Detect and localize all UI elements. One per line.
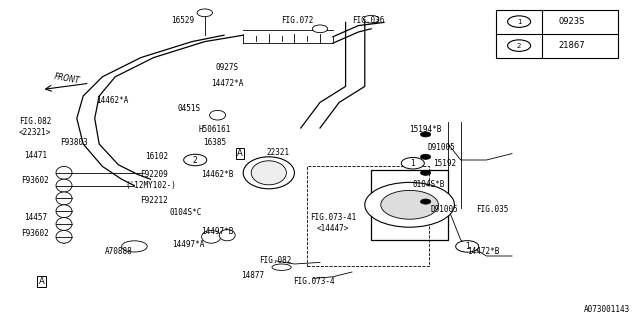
Bar [496,10,618,58]
Text: D91005: D91005 [428,143,456,152]
Text: 0451S: 0451S [177,104,200,113]
Circle shape [365,182,454,227]
Text: 0923S: 0923S [558,17,584,26]
Ellipse shape [202,230,221,243]
Text: F92212: F92212 [140,196,168,204]
Text: 15194*B: 15194*B [410,125,442,134]
Circle shape [508,40,531,52]
Text: F93602: F93602 [21,229,49,238]
Text: 2: 2 [193,156,198,164]
Text: F93602: F93602 [21,176,49,185]
Text: 0927S: 0927S [216,63,239,72]
Text: 14497*B: 14497*B [202,228,234,236]
Text: A70888: A70888 [104,247,132,256]
Text: FIG.036: FIG.036 [352,16,384,25]
Text: 14472*B: 14472*B [467,247,499,256]
Circle shape [364,15,379,23]
Circle shape [401,157,424,169]
Text: 0104S*C: 0104S*C [170,208,202,217]
Text: <22321>: <22321> [19,128,51,137]
Text: 14497*A: 14497*A [173,240,205,249]
Ellipse shape [56,179,72,192]
Text: A: A [39,277,44,286]
Circle shape [456,241,479,252]
Text: FIG.073-4: FIG.073-4 [292,277,335,286]
Text: FRONT: FRONT [54,72,81,85]
Text: F92209: F92209 [140,170,168,179]
Ellipse shape [56,166,72,179]
Ellipse shape [56,218,72,230]
Circle shape [197,9,212,17]
Circle shape [420,170,431,175]
Text: FIG.082: FIG.082 [259,256,291,265]
Ellipse shape [56,205,72,218]
Circle shape [184,154,207,166]
Text: 14457: 14457 [24,213,47,222]
Bar [371,170,448,240]
Ellipse shape [272,264,291,270]
Ellipse shape [219,230,236,241]
Text: 1: 1 [465,242,470,251]
Text: 14462*A: 14462*A [96,96,128,105]
Text: 1: 1 [410,159,415,168]
Ellipse shape [252,161,287,185]
Text: 14471: 14471 [24,151,47,160]
Ellipse shape [56,192,72,205]
Text: FIG.073-41: FIG.073-41 [310,213,356,222]
Ellipse shape [210,110,226,120]
Text: FIG.082: FIG.082 [19,117,51,126]
Text: 22321: 22321 [267,148,290,156]
Ellipse shape [122,241,147,252]
Text: D91005: D91005 [431,205,459,214]
Circle shape [420,199,431,204]
Text: A: A [237,149,243,158]
Text: 16529: 16529 [171,16,194,25]
Text: 14877: 14877 [241,271,264,280]
Text: 21867: 21867 [558,41,585,50]
Circle shape [312,25,328,33]
Text: 2: 2 [517,43,522,49]
Circle shape [420,132,431,137]
Text: 0104S*B: 0104S*B [413,180,445,188]
Text: 16102: 16102 [145,152,168,161]
Text: 14462*B: 14462*B [202,170,234,179]
Text: FIG.072: FIG.072 [282,16,314,25]
Ellipse shape [56,230,72,243]
Text: FIG.035: FIG.035 [477,205,509,214]
Text: A073001143: A073001143 [584,305,630,314]
Text: 15192: 15192 [433,159,456,168]
Circle shape [508,16,531,28]
Text: H506161: H506161 [198,125,230,134]
Text: ('12MY102-): ('12MY102-) [125,181,176,190]
Text: <14447>: <14447> [317,224,349,233]
Text: F93803: F93803 [60,138,88,147]
Text: 14472*A: 14472*A [211,79,243,88]
Circle shape [381,190,438,219]
Circle shape [420,154,431,159]
Text: 16385: 16385 [203,138,226,147]
Ellipse shape [243,157,294,189]
Text: 1: 1 [517,19,522,25]
